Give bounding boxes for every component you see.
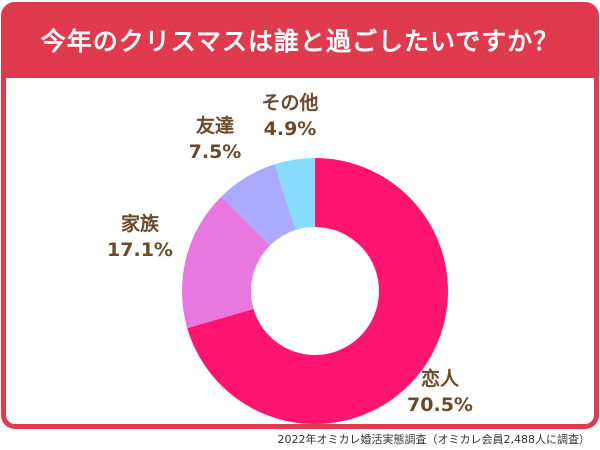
slice-value-label: 17.1% [107, 239, 173, 261]
slice-0 [187, 158, 448, 424]
slice-category-label: 家族 [120, 213, 159, 235]
source-note: 2022年オミカレ婚活実態調査（オミカレ会員2,488人に調査） [277, 433, 590, 446]
chart-title: 今年のクリスマスは誰と過ごしたいですか？ [40, 27, 560, 56]
label-koibito: 恋人 70.5% [400, 366, 480, 418]
label-tomodachi: 友達 7.5% [180, 113, 250, 165]
header-bar: 今年のクリスマスは誰と過ごしたいですか？ [1, 2, 599, 78]
label-sonota: その他 4.9% [250, 90, 330, 142]
slice-1 [182, 196, 271, 329]
slice-value-label: 7.5% [188, 141, 242, 163]
slice-value-label: 4.9% [263, 118, 317, 140]
slice-category-label: 友達 [195, 115, 234, 137]
slice-category-label: その他 [261, 92, 319, 114]
slice-value-label: 70.5% [407, 394, 473, 416]
slice-3 [274, 158, 315, 231]
slice-2 [221, 164, 296, 246]
slice-category-label: 恋人 [420, 368, 459, 390]
label-kazoku: 家族 17.1% [100, 211, 180, 263]
